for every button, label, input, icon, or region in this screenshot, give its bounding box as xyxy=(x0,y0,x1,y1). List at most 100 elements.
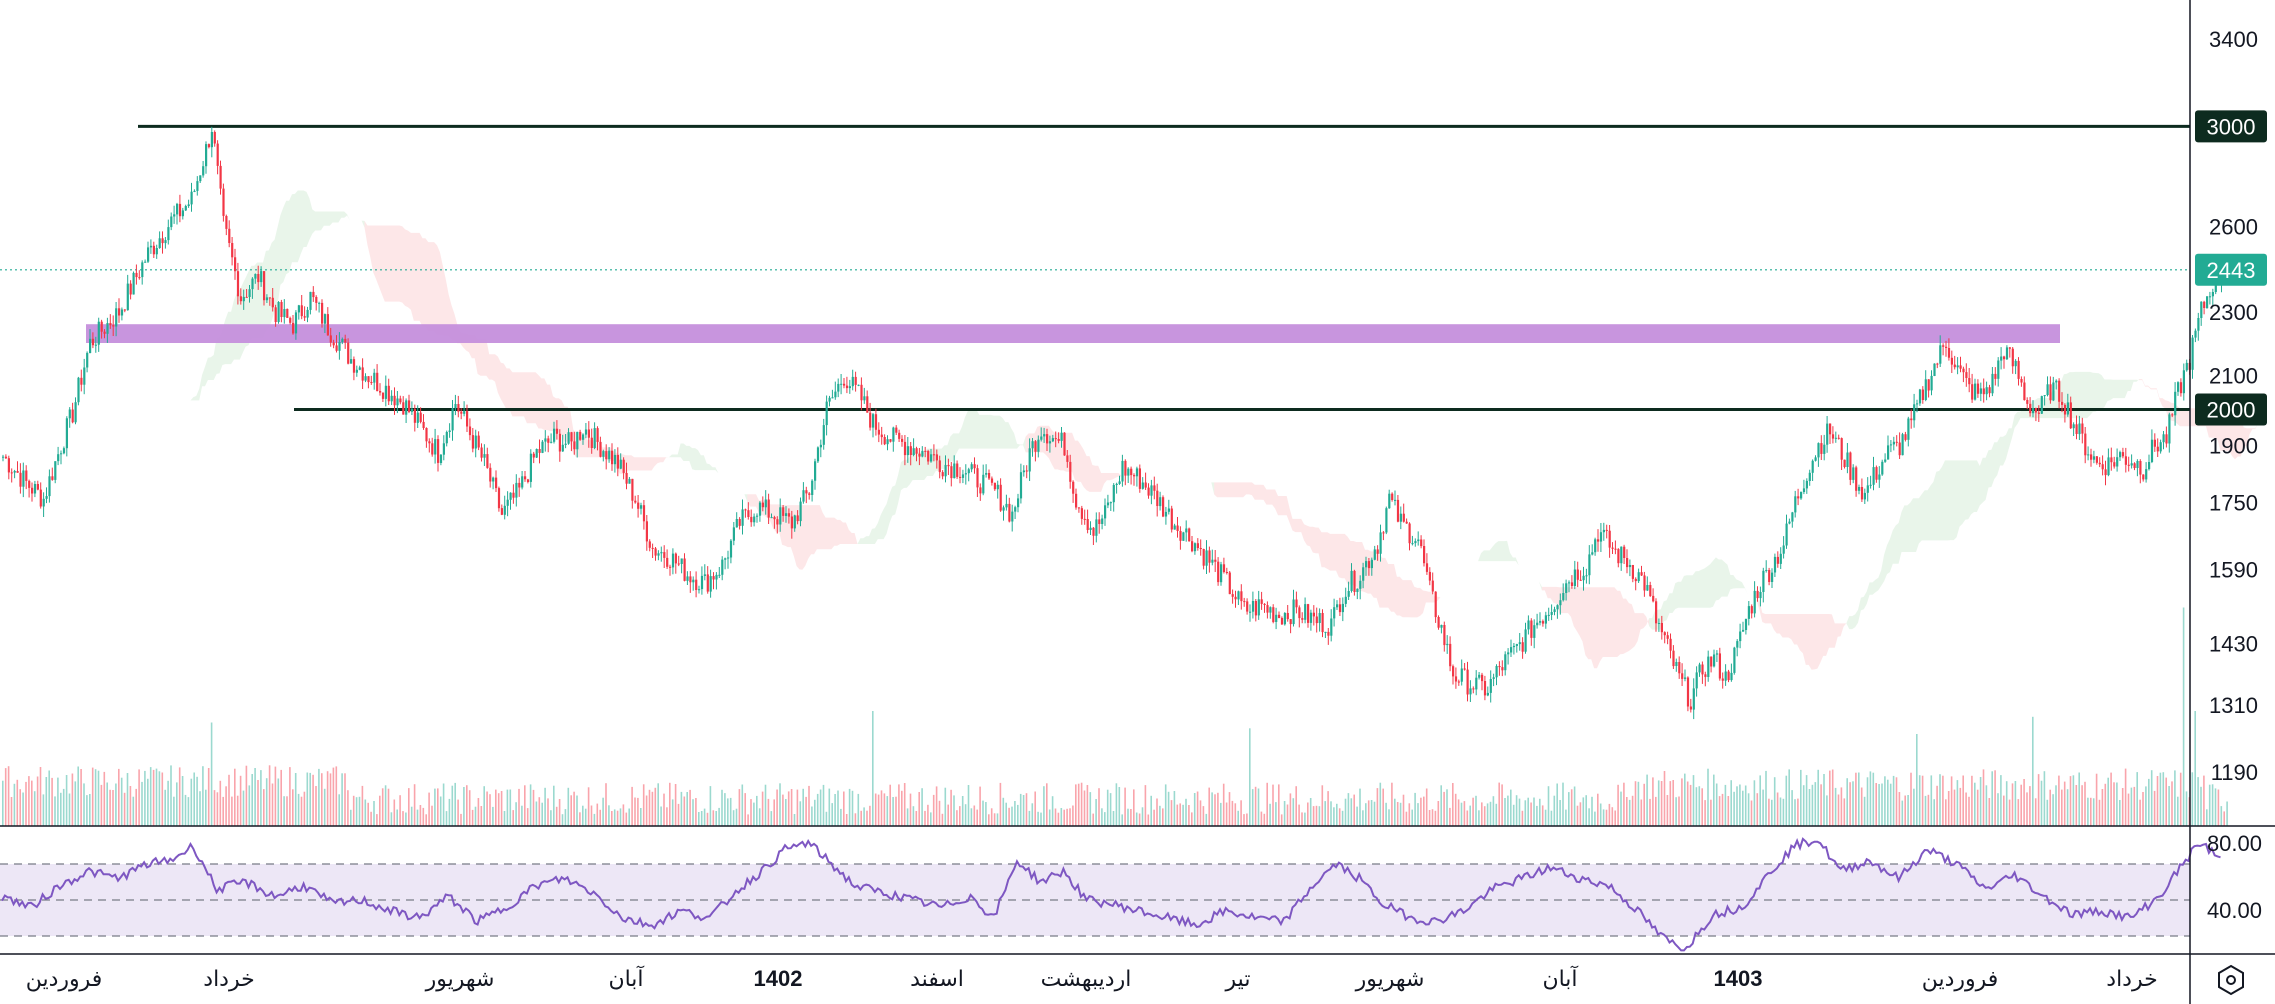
volume-bar xyxy=(776,789,778,826)
candle-body xyxy=(1336,604,1339,608)
volume-bar xyxy=(982,800,984,826)
volume-bar xyxy=(2092,798,2095,826)
candle-body xyxy=(129,283,132,295)
volume-bar xyxy=(825,811,828,826)
candle-body xyxy=(1478,674,1481,678)
candle-body xyxy=(1019,472,1023,499)
volume-bar xyxy=(222,796,224,826)
price-tick-label: 1430 xyxy=(2209,632,2258,657)
candle-body xyxy=(158,238,161,248)
volume-bar xyxy=(909,793,912,826)
time-axis-label: خرداد xyxy=(2106,966,2157,991)
volume-bar xyxy=(1185,798,1187,826)
volume-bar xyxy=(773,799,775,826)
candle-body xyxy=(776,519,779,525)
candle-body xyxy=(2150,439,2154,462)
candle-body xyxy=(1765,570,1768,571)
volume-bar xyxy=(205,789,207,826)
candle-body xyxy=(1884,459,1887,462)
volume-bar xyxy=(1570,789,1573,826)
volume-bar xyxy=(141,781,143,826)
candle-body xyxy=(883,437,886,445)
candle-body xyxy=(123,309,126,311)
volume-bar xyxy=(1379,782,1382,826)
candle-body xyxy=(1927,379,1930,391)
volume-bar xyxy=(164,789,166,826)
candle-body xyxy=(341,338,344,343)
candle-body xyxy=(1881,461,1884,475)
candle-body xyxy=(1295,599,1298,608)
candle-body xyxy=(1524,629,1527,652)
candle-body xyxy=(1211,559,1214,563)
candle-body xyxy=(718,574,721,576)
volume-bar xyxy=(358,796,361,826)
volume-bar xyxy=(2107,777,2109,826)
candle-body xyxy=(837,383,840,392)
candle-body xyxy=(1167,508,1170,512)
volume-bar xyxy=(747,814,749,826)
candle-body xyxy=(120,309,124,316)
candle-body xyxy=(555,428,559,434)
volume-bar xyxy=(1913,788,1915,826)
candle-body xyxy=(2066,402,2069,415)
candle-body xyxy=(1666,635,1669,639)
volume-bar xyxy=(1008,807,1010,826)
volume-bar xyxy=(2194,711,2196,826)
volume-bar xyxy=(10,797,13,826)
volume-bar xyxy=(2101,789,2104,826)
candle-body xyxy=(785,513,788,516)
candle-body xyxy=(741,509,744,526)
volume-bar xyxy=(207,768,210,826)
volume-bar xyxy=(1205,813,1208,826)
candle-body xyxy=(434,439,437,455)
candle-body xyxy=(1582,575,1585,581)
candle-body xyxy=(1481,674,1484,682)
candle-body xyxy=(1510,647,1513,653)
candle-body xyxy=(1956,365,1959,368)
volume-bar xyxy=(120,777,123,826)
cloud-bullish xyxy=(857,409,1026,544)
candle-body xyxy=(1379,532,1382,554)
volume-bar xyxy=(2177,796,2179,826)
volume-bar xyxy=(1275,802,1277,826)
candle-body xyxy=(758,502,762,516)
candle-body xyxy=(851,376,854,387)
candle-body xyxy=(13,471,16,473)
candle-body xyxy=(1278,614,1281,618)
volume-bar xyxy=(2113,782,2115,826)
candle-body xyxy=(599,441,602,457)
volume-bar xyxy=(529,784,532,826)
candle-body xyxy=(42,498,45,507)
volume-bar xyxy=(988,814,990,826)
volume-bar xyxy=(2075,785,2078,826)
candle-body xyxy=(1646,585,1649,591)
volume-bar xyxy=(901,790,903,826)
volume-bar xyxy=(1121,814,1123,826)
volume-bar xyxy=(239,775,242,826)
candle-body xyxy=(236,271,240,297)
candle-body xyxy=(1428,571,1431,581)
volume-bar xyxy=(1802,785,1805,826)
volume-bar xyxy=(1115,783,1118,826)
volume-bar xyxy=(828,788,831,826)
candle-body xyxy=(1135,468,1139,477)
volume-bar xyxy=(1840,787,1843,826)
volume-bar xyxy=(1046,783,1048,826)
volume-bar xyxy=(1333,807,1335,826)
volume-bar xyxy=(1715,783,1718,826)
volume-bar xyxy=(106,782,108,826)
candle-body xyxy=(541,441,544,453)
volume-bar xyxy=(1454,793,1457,826)
volume-bar xyxy=(2159,772,2162,826)
volume-bar xyxy=(1350,798,1353,826)
volume-bar xyxy=(463,787,465,826)
cloud-bearish xyxy=(1756,600,1847,670)
candle-body xyxy=(2095,456,2098,463)
volume-bar xyxy=(1414,792,1416,826)
volume-bar xyxy=(1066,808,1068,826)
candle-body xyxy=(796,515,799,522)
candle-body xyxy=(2211,292,2214,297)
volume-bar xyxy=(1472,797,1474,826)
